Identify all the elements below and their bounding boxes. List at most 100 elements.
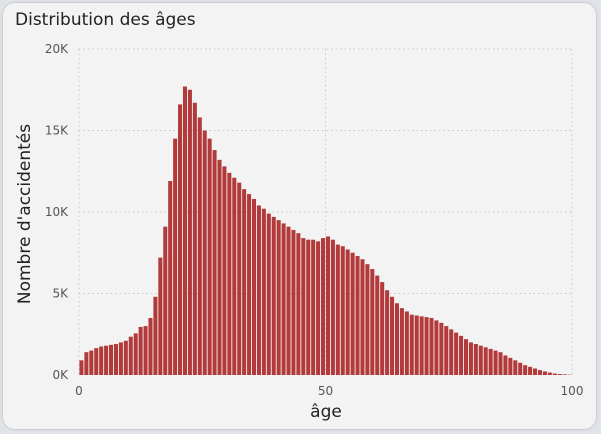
y-tick-label: 15K bbox=[45, 124, 69, 138]
histogram-bar bbox=[109, 344, 114, 375]
histogram-bar bbox=[350, 252, 355, 375]
histogram-chart: 0K 5K 10K 15K 20K 0 50 100 âge Nombre d'acciden… bbox=[15, 42, 584, 422]
histogram-bar bbox=[222, 166, 227, 375]
histogram-bar bbox=[158, 257, 163, 375]
histogram-bar bbox=[266, 213, 271, 375]
histogram-bar bbox=[557, 374, 562, 375]
histogram-bar bbox=[311, 239, 316, 375]
histogram-bar bbox=[562, 374, 567, 375]
histogram-bar bbox=[370, 269, 375, 375]
histogram-bar bbox=[178, 104, 183, 376]
histogram-bar bbox=[79, 360, 84, 375]
histogram-bar bbox=[498, 352, 503, 375]
histogram-bar bbox=[528, 366, 533, 375]
histogram-bar bbox=[399, 308, 404, 375]
histogram-bar bbox=[306, 239, 311, 375]
histogram-bar bbox=[173, 138, 178, 375]
histogram-bar bbox=[276, 220, 281, 375]
histogram-bar bbox=[330, 239, 335, 375]
histogram-bar bbox=[316, 241, 321, 375]
histogram-bar bbox=[419, 316, 424, 375]
histogram-bar bbox=[552, 373, 557, 375]
histogram-bar bbox=[143, 326, 148, 375]
gridlines bbox=[78, 48, 573, 375]
histogram-bar bbox=[523, 365, 528, 375]
histogram-bar bbox=[251, 198, 257, 375]
histogram-bar bbox=[439, 322, 444, 375]
histogram-bar bbox=[488, 348, 493, 375]
tick-labels: 0K 5K 10K 15K 20K 0 50 100 bbox=[45, 42, 584, 398]
histogram-bar bbox=[232, 177, 237, 375]
histogram-bar bbox=[429, 317, 434, 375]
histogram-bar bbox=[227, 172, 232, 375]
histogram-bar bbox=[212, 150, 217, 375]
histogram-bar bbox=[291, 229, 296, 375]
histogram-bar bbox=[197, 117, 202, 376]
histogram-bar bbox=[375, 275, 380, 375]
bars bbox=[79, 86, 572, 376]
histogram-bar bbox=[503, 355, 508, 375]
histogram-bar bbox=[424, 317, 429, 375]
histogram-bar bbox=[493, 350, 498, 375]
histogram-bar bbox=[547, 372, 552, 375]
chart-title: Distribution des âges bbox=[15, 10, 196, 30]
histogram-bar bbox=[256, 205, 261, 375]
histogram-bar bbox=[242, 189, 247, 375]
histogram-bar bbox=[192, 102, 197, 375]
histogram-bar bbox=[261, 208, 266, 375]
histogram-bar bbox=[385, 290, 390, 375]
histogram-bar bbox=[99, 346, 104, 375]
x-axis-label: âge bbox=[310, 402, 342, 422]
histogram-bar bbox=[454, 332, 459, 375]
histogram-bar bbox=[335, 244, 340, 375]
histogram-bar bbox=[148, 317, 153, 375]
histogram-bar bbox=[182, 86, 188, 376]
histogram-bar bbox=[365, 264, 370, 375]
histogram-bar bbox=[478, 345, 483, 375]
histogram-bar bbox=[138, 326, 143, 375]
histogram-bar bbox=[84, 352, 89, 375]
histogram-bar bbox=[459, 335, 464, 375]
histogram-bar bbox=[133, 333, 138, 375]
chart-card: Distribution des âges 0K 5K 10K 15K 20K 0 50 10… bbox=[3, 3, 596, 429]
histogram-bar bbox=[345, 249, 350, 375]
histogram-bar bbox=[355, 256, 360, 375]
histogram-bar bbox=[281, 223, 286, 375]
histogram-bar bbox=[217, 159, 222, 375]
histogram-bar bbox=[153, 296, 158, 375]
histogram-bar bbox=[118, 342, 123, 375]
histogram-bar bbox=[123, 340, 128, 375]
histogram-bar bbox=[404, 311, 409, 375]
histogram-bar bbox=[508, 357, 513, 375]
histogram-bar bbox=[542, 371, 547, 375]
histogram-bar bbox=[237, 182, 242, 375]
y-tick-label: 20K bbox=[45, 42, 69, 56]
y-tick-label: 10K bbox=[45, 205, 69, 219]
x-tick-label: 0 bbox=[75, 384, 83, 398]
histogram-bar bbox=[414, 315, 419, 375]
histogram-bar bbox=[513, 360, 518, 375]
histogram-bar bbox=[94, 348, 99, 375]
histogram-bar bbox=[187, 89, 192, 375]
histogram-bar bbox=[128, 336, 133, 375]
x-tick-label: 50 bbox=[318, 384, 333, 398]
histogram-bar bbox=[321, 238, 326, 375]
histogram-bar bbox=[394, 303, 399, 375]
histogram-bar bbox=[202, 130, 207, 375]
histogram-bar bbox=[301, 238, 306, 375]
histogram-bar bbox=[163, 226, 168, 375]
histogram-bar bbox=[89, 350, 94, 375]
histogram-bar bbox=[380, 282, 385, 375]
histogram-bar bbox=[113, 344, 118, 375]
y-tick-label: 0K bbox=[52, 368, 69, 382]
histogram-bar bbox=[168, 181, 173, 375]
histogram-bar bbox=[444, 326, 449, 375]
histogram-bar bbox=[296, 233, 301, 375]
histogram-bar bbox=[434, 320, 439, 375]
histogram-bar bbox=[360, 259, 365, 375]
histogram-bar bbox=[483, 347, 488, 375]
x-tick-label: 100 bbox=[561, 384, 584, 398]
histogram-bar bbox=[340, 246, 345, 375]
histogram-bar bbox=[207, 138, 212, 375]
histogram-bar bbox=[537, 370, 542, 375]
